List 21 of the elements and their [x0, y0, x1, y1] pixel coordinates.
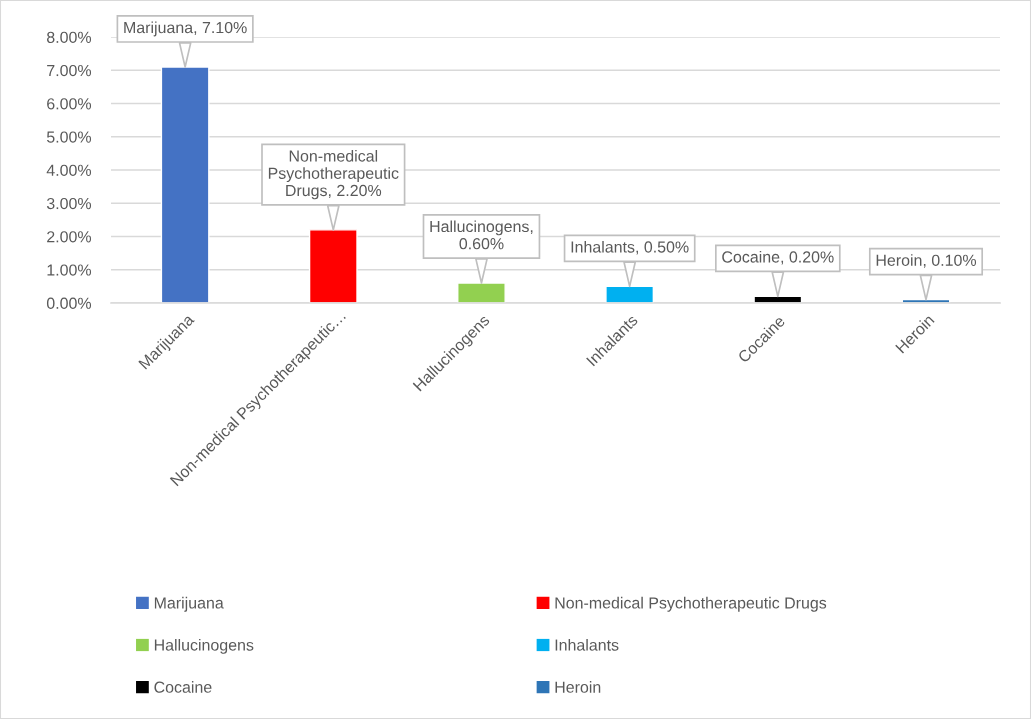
legend-label: Inhalants — [555, 638, 619, 651]
y-tick-label: 7.00% — [47, 64, 92, 77]
data-label: Heroin, 0.10% — [876, 254, 977, 268]
legend-label: Cocaine — [154, 681, 212, 693]
data-label: Hallucinogens, 0.60% — [430, 220, 533, 250]
y-tick-label: 0.00% — [46, 297, 92, 309]
y-tick-label: 2.00% — [47, 231, 92, 243]
legend-label: Non-medical Psychotherapeutic Drugs — [555, 596, 827, 612]
legend-label: Marijuana — [154, 596, 224, 612]
data-label: Inhalants, 0.50% — [571, 240, 689, 255]
y-tick-label: 4.00% — [46, 164, 92, 176]
y-tick-label: 6.00% — [47, 98, 92, 110]
data-label: Marijuana, 7.10% — [124, 21, 247, 37]
data-label: Non-medical Psychotherapeutic Drugs, 2.20% — [268, 150, 399, 200]
legend-label: Heroin — [555, 681, 601, 693]
legend-label: Hallucinogens — [154, 638, 254, 654]
y-tick-label: 8.00% — [47, 31, 92, 43]
y-tick-label: 5.00% — [46, 131, 92, 143]
y-tick-label: 1.00% — [47, 264, 92, 276]
y-tick-label: 3.00% — [46, 197, 92, 210]
data-label: Cocaine, 0.20% — [722, 250, 834, 265]
